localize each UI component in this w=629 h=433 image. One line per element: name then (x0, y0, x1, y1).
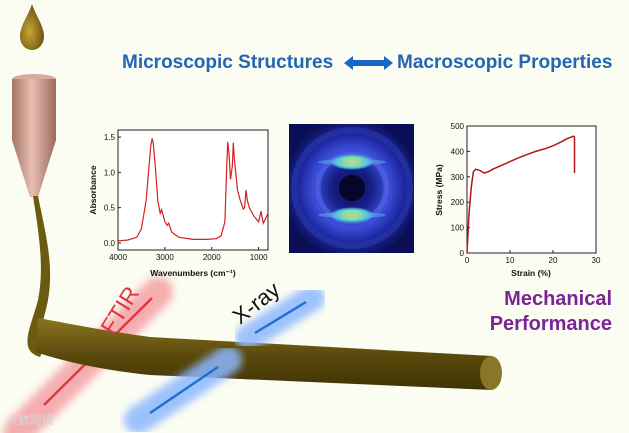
ftir-y-tick-label: 1.5 (104, 133, 116, 142)
ftir-y-tick-label: 1.0 (104, 168, 116, 177)
beam-stop (339, 175, 365, 201)
stress-ylabel: Stress (MPa) (434, 164, 444, 216)
ftir-x-tick-label: 1000 (250, 253, 268, 262)
droplet-icon (20, 4, 44, 50)
nozzle-barrel (12, 79, 56, 141)
ftir-x-tick-label: 2000 (203, 253, 221, 262)
stress-y-tick-label: 300 (451, 173, 465, 182)
ftir-series-line (117, 138, 269, 242)
microscopic-structures-title: Microscopic Structures (122, 52, 334, 73)
ftir-y-tick-label: 0.5 (104, 204, 116, 213)
watermark: 大数跨境 (6, 413, 55, 427)
xray-beam-upper (254, 300, 307, 335)
ftir-x-tick-label: 4000 (109, 253, 127, 262)
ftir-plot-frame (117, 129, 269, 251)
fiber-jet (27, 196, 51, 357)
stress-xlabel: Strain (%) (511, 268, 551, 278)
xray-beam-lower (149, 366, 219, 414)
diffraction-arc-top (330, 154, 374, 170)
stress-x-tick-label: 0 (465, 256, 470, 265)
fiber-body (36, 318, 492, 390)
stress-x-tick-label: 20 (549, 256, 558, 265)
macroscopic-properties-title: Macroscopic Properties (397, 52, 613, 73)
stress-y-tick-label: 200 (451, 198, 465, 207)
stress-y-tick-label: 100 (451, 224, 465, 233)
stress-y-tick-label: 0 (460, 249, 465, 258)
fiber-end (480, 356, 502, 390)
stress-series-line (466, 135, 576, 254)
stress-y-tick-label: 400 (451, 147, 465, 156)
performance-label: Performance (489, 313, 612, 335)
nozzle-cone (12, 140, 56, 197)
ftir-y-tick-label: 0.0 (104, 239, 116, 248)
mechanical-label: Mechanical (504, 288, 612, 310)
stress-x-tick-label: 30 (592, 256, 601, 265)
ftir-xlabel: Wavenumbers (cm⁻¹) (150, 268, 236, 278)
stress-x-tick-label: 10 (506, 256, 515, 265)
ftir-x-tick-label: 3000 (156, 253, 174, 262)
ftir-ylabel: Absorbance (88, 165, 98, 214)
stress-plot-frame (466, 125, 597, 254)
stress-y-tick-label: 500 (451, 122, 465, 131)
diffraction-arc-bottom (330, 207, 374, 223)
